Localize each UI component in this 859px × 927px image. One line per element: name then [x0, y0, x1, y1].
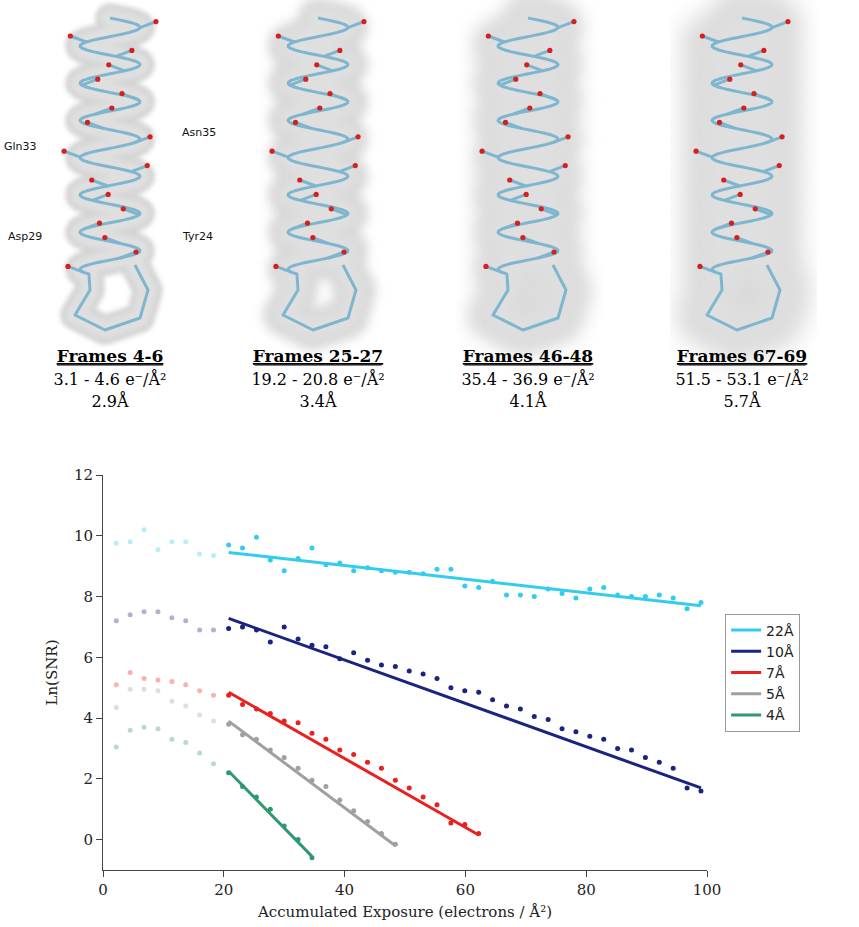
- svg-text:0: 0: [98, 881, 108, 899]
- svg-text:40: 40: [335, 881, 354, 899]
- svg-text:4.1Å: 4.1Å: [510, 391, 547, 411]
- svg-text:10Å: 10Å: [766, 644, 794, 660]
- svg-text:19.2 - 20.8 e⁻/Å²: 19.2 - 20.8 e⁻/Å²: [251, 369, 384, 389]
- svg-text:4Å: 4Å: [766, 707, 785, 723]
- svg-text:Ln(SNR): Ln(SNR): [43, 639, 61, 705]
- svg-text:80: 80: [577, 881, 596, 899]
- svg-text:Tyr24: Tyr24: [182, 230, 213, 243]
- svg-text:60: 60: [456, 881, 475, 899]
- svg-text:6: 6: [83, 649, 93, 667]
- svg-text:Asp29: Asp29: [8, 230, 42, 243]
- svg-text:Accumulated Exposure (electron: Accumulated Exposure (electrons / Å²): [257, 903, 552, 921]
- svg-text:8: 8: [83, 588, 93, 606]
- svg-text:12: 12: [74, 466, 93, 484]
- svg-text:Frames 4-6: Frames 4-6: [57, 346, 164, 366]
- svg-text:10: 10: [74, 527, 93, 545]
- svg-text:3.1 - 4.6 e⁻/Å²: 3.1 - 4.6 e⁻/Å²: [54, 369, 167, 389]
- svg-text:Frames 46-48: Frames 46-48: [463, 346, 593, 366]
- svg-text:22Å: 22Å: [766, 623, 794, 639]
- svg-text:35.4 - 36.9 e⁻/Å²: 35.4 - 36.9 e⁻/Å²: [461, 369, 594, 389]
- svg-text:5Å: 5Å: [766, 686, 785, 702]
- svg-text:2: 2: [83, 770, 93, 788]
- svg-text:7Å: 7Å: [766, 665, 785, 681]
- svg-text:0: 0: [83, 831, 93, 849]
- svg-text:2.9Å: 2.9Å: [92, 391, 129, 411]
- svg-text:51.5 - 53.1 e⁻/Å²: 51.5 - 53.1 e⁻/Å²: [675, 369, 808, 389]
- svg-text:Frames 67-69: Frames 67-69: [677, 346, 807, 366]
- svg-text:Asn35: Asn35: [182, 126, 216, 139]
- svg-text:Frames 25-27: Frames 25-27: [253, 346, 383, 366]
- svg-text:4: 4: [83, 709, 93, 727]
- svg-text:Gln33: Gln33: [4, 140, 37, 153]
- svg-text:100: 100: [693, 881, 722, 899]
- svg-text:3.4Å: 3.4Å: [300, 391, 337, 411]
- svg-text:5.7Å: 5.7Å: [724, 391, 761, 411]
- svg-text:20: 20: [214, 881, 233, 899]
